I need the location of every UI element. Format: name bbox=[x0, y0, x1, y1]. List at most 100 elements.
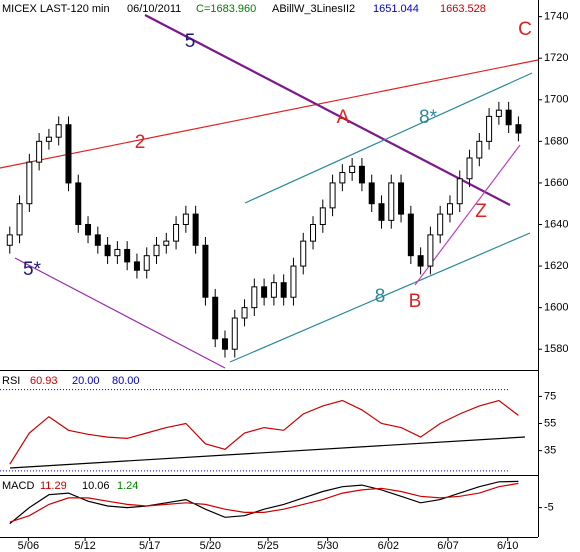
candle-body bbox=[16, 203, 23, 236]
candle-body bbox=[26, 161, 33, 205]
annotation: 5 bbox=[185, 31, 196, 52]
trend-line bbox=[244, 72, 533, 204]
y-tick-label: 1580 bbox=[544, 343, 568, 355]
candle-body bbox=[446, 203, 453, 215]
candle-body bbox=[349, 165, 356, 174]
y-tick-label: 1620 bbox=[544, 260, 568, 272]
annotation: 8* bbox=[419, 107, 438, 128]
trend-line bbox=[14, 257, 226, 369]
candle-body bbox=[339, 172, 346, 184]
annotation: B bbox=[409, 291, 422, 312]
indicator-line bbox=[9, 399, 519, 465]
candle-body bbox=[466, 157, 473, 180]
candle-body bbox=[241, 307, 248, 319]
trend-line bbox=[9, 436, 526, 469]
candle-body bbox=[251, 286, 258, 309]
candle-body bbox=[221, 338, 228, 350]
indicator-line bbox=[9, 480, 519, 525]
annotation: Z bbox=[475, 201, 487, 222]
candle-body bbox=[55, 124, 62, 138]
candle-body bbox=[153, 244, 160, 257]
candle-body bbox=[182, 213, 189, 225]
trend-line bbox=[0, 59, 539, 169]
candle-body bbox=[6, 234, 13, 246]
candle-body bbox=[476, 140, 483, 159]
y-tick-label: 1700 bbox=[544, 94, 568, 106]
x-tick-label: 5/25 bbox=[257, 540, 278, 552]
x-tick-label: 5/20 bbox=[200, 540, 221, 552]
panel-label: 10.06 bbox=[82, 480, 110, 492]
panel-label: 80.00 bbox=[112, 375, 140, 387]
candle-body bbox=[388, 182, 395, 221]
y-tick-label: 1660 bbox=[544, 177, 568, 189]
candle-body bbox=[329, 182, 336, 209]
candle-body bbox=[398, 182, 405, 215]
indicator-line bbox=[9, 482, 519, 523]
candle-body bbox=[261, 286, 268, 298]
candle-body bbox=[407, 213, 414, 257]
annotation: C bbox=[518, 19, 532, 40]
candle-body bbox=[515, 124, 522, 134]
annotation: 5* bbox=[23, 259, 42, 280]
panel-label: 1.24 bbox=[117, 480, 138, 492]
y-tick-label: 1740 bbox=[544, 11, 568, 23]
x-tick-label: 5/06 bbox=[18, 540, 39, 552]
candle-body bbox=[280, 282, 287, 298]
x-tick-label: 6/02 bbox=[378, 540, 399, 552]
candle-body bbox=[45, 136, 52, 142]
y-tick-label: 1640 bbox=[544, 218, 568, 230]
candle-body bbox=[358, 165, 365, 184]
candle-body bbox=[163, 240, 170, 246]
panel-label: MACD bbox=[2, 480, 34, 492]
annotation: 8 bbox=[375, 286, 386, 307]
candle-body bbox=[65, 124, 72, 184]
candle-body bbox=[202, 244, 209, 298]
header-text: MICEX LAST-120 min bbox=[2, 3, 110, 15]
annotation: 2 bbox=[135, 132, 146, 153]
x-tick-label: 5/30 bbox=[317, 540, 338, 552]
header-text: 1651.044 bbox=[373, 3, 419, 15]
y-tick-label: 55 bbox=[544, 417, 556, 429]
candle-body bbox=[378, 203, 385, 221]
candle-body bbox=[133, 261, 140, 271]
trend-line bbox=[229, 232, 531, 363]
trend-lines bbox=[0, 14, 539, 469]
header-text: 06/10/2011 bbox=[127, 3, 181, 15]
header-text: ABillW_3LinesII2 bbox=[272, 3, 355, 15]
candle-body bbox=[124, 248, 131, 263]
x-tick-label: 6/07 bbox=[437, 540, 458, 552]
candle-body bbox=[417, 255, 424, 267]
candle-body bbox=[85, 223, 92, 236]
candle-body bbox=[36, 140, 43, 163]
x-tick-label: 5/17 bbox=[139, 540, 160, 552]
candle-body bbox=[143, 255, 150, 271]
panel-label: 60.93 bbox=[30, 375, 58, 387]
candle-body bbox=[427, 234, 434, 267]
header-text: C=1683.960 bbox=[196, 3, 256, 15]
y-tick-label: 75 bbox=[544, 390, 556, 402]
candle-body bbox=[495, 109, 502, 117]
trend-line bbox=[144, 14, 511, 206]
header-text: 1663.528 bbox=[440, 3, 486, 15]
candle-body bbox=[310, 223, 317, 242]
candle-body bbox=[505, 109, 512, 126]
candle-body bbox=[212, 296, 219, 340]
y-tick-label: 1600 bbox=[544, 302, 568, 314]
panel-label: RSI bbox=[2, 375, 20, 387]
candle-body bbox=[300, 240, 307, 267]
annotation: A bbox=[337, 107, 350, 128]
candle-body bbox=[486, 115, 493, 142]
y-tick-label: -5 bbox=[544, 502, 554, 514]
candle-body bbox=[114, 248, 121, 257]
candle-body bbox=[270, 282, 277, 298]
panel-label: 11.29 bbox=[40, 480, 67, 492]
candle-body bbox=[192, 213, 199, 246]
x-tick-label: 6/10 bbox=[497, 540, 518, 552]
y-tick-label: 35 bbox=[544, 445, 556, 457]
candle-body bbox=[368, 182, 375, 205]
candle-body bbox=[104, 244, 111, 257]
candle-body bbox=[173, 223, 180, 242]
panel-label: 20.00 bbox=[72, 375, 100, 387]
